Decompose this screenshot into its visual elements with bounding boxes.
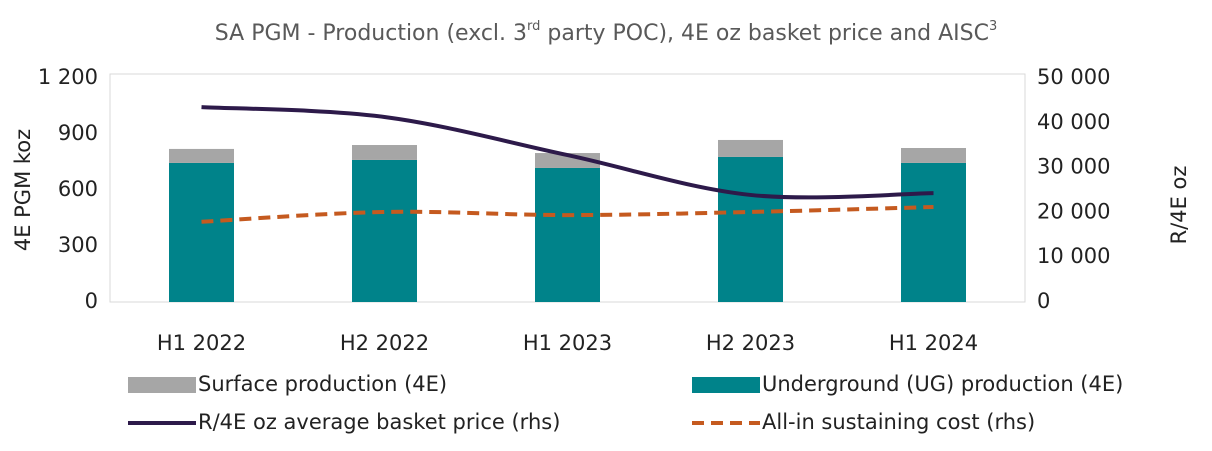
legend-label: Underground (UG) production (4E) bbox=[762, 372, 1123, 396]
bar bbox=[535, 167, 600, 302]
title-part: SA PGM - Production (excl. 3 bbox=[215, 21, 527, 46]
y2-tick-label: 20 000 bbox=[1037, 199, 1110, 223]
legend-swatch bbox=[692, 377, 760, 393]
title-part: rd bbox=[527, 19, 540, 34]
y2-tick-label: 40 000 bbox=[1037, 110, 1110, 134]
y-axis-label: 4E PGM koz bbox=[11, 129, 35, 251]
x-tick-label: H1 2023 bbox=[523, 331, 612, 355]
title-part: party POC), 4E oz basket price and AISC bbox=[540, 21, 989, 46]
legend-label: Surface production (4E) bbox=[198, 372, 447, 396]
y2-tick-label: 30 000 bbox=[1037, 155, 1110, 179]
bar bbox=[352, 145, 417, 160]
bar bbox=[169, 162, 234, 302]
x-tick-label: H1 2024 bbox=[889, 331, 978, 355]
y2-axis-label: R/4E oz bbox=[1167, 166, 1191, 245]
bar bbox=[718, 156, 783, 302]
y-tick-label: 300 bbox=[58, 233, 98, 257]
legend-label: All-in sustaining cost (rhs) bbox=[762, 410, 1035, 434]
y2-tick-label: 50 000 bbox=[1037, 65, 1110, 89]
legend-label: R/4E oz average basket price (rhs) bbox=[198, 410, 560, 434]
bar bbox=[169, 148, 234, 163]
bar bbox=[352, 159, 417, 302]
bar bbox=[901, 162, 966, 302]
bar bbox=[718, 139, 783, 157]
y-tick-label: 0 bbox=[85, 289, 98, 313]
x-tick-label: H1 2022 bbox=[157, 331, 246, 355]
title-part: 3 bbox=[989, 19, 997, 34]
chart-title: SA PGM - Production (excl. 3rd party POC… bbox=[215, 19, 997, 46]
line bbox=[201, 105, 934, 200]
x-tick-label: H2 2023 bbox=[706, 331, 795, 355]
y-tick-label: 600 bbox=[58, 177, 98, 201]
y-tick-label: 900 bbox=[58, 121, 98, 145]
bar bbox=[901, 148, 966, 163]
y2-tick-label: 0 bbox=[1037, 289, 1050, 313]
legend-swatch bbox=[128, 377, 196, 393]
y2-tick-label: 10 000 bbox=[1037, 244, 1110, 268]
line bbox=[201, 205, 934, 224]
x-tick-label: H2 2022 bbox=[340, 331, 429, 355]
y-tick-label: 1 200 bbox=[38, 65, 98, 89]
